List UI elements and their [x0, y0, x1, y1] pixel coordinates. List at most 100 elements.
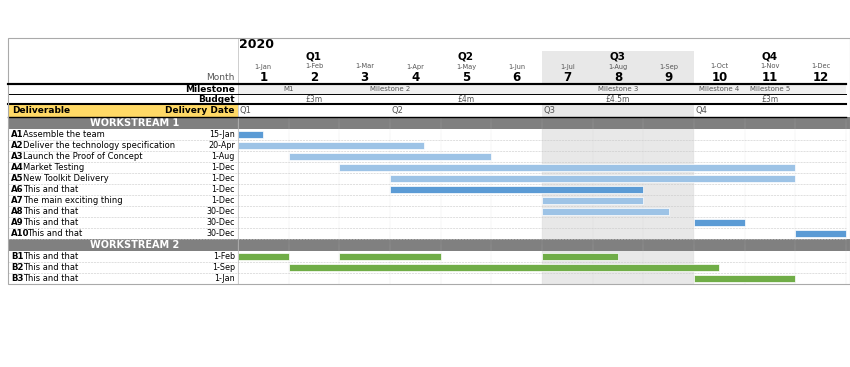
Text: 3: 3: [360, 71, 369, 84]
Bar: [238, 84, 846, 94]
Text: 30-Dec: 30-Dec: [207, 218, 235, 227]
Text: This and that: This and that: [23, 263, 78, 272]
Text: 1-Jul: 1-Jul: [560, 63, 575, 69]
Bar: [390, 186, 643, 193]
Text: Milestone 2: Milestone 2: [370, 86, 410, 92]
Text: A5: A5: [11, 174, 24, 183]
Text: 4: 4: [411, 71, 419, 84]
Text: This and that: This and that: [23, 252, 78, 261]
Bar: [542, 84, 694, 94]
Text: A4: A4: [11, 163, 24, 172]
Text: Milestone 5: Milestone 5: [750, 86, 791, 92]
Text: 8: 8: [614, 71, 622, 84]
Text: Milestone 4: Milestone 4: [700, 86, 740, 92]
Text: 1-Apr: 1-Apr: [406, 63, 424, 69]
Bar: [796, 230, 846, 237]
Text: Q3: Q3: [544, 106, 556, 115]
Text: A7: A7: [11, 196, 24, 205]
Text: 10: 10: [711, 71, 728, 84]
Text: A2: A2: [11, 141, 24, 150]
Text: 1-Dec: 1-Dec: [212, 196, 235, 205]
Text: B3: B3: [11, 274, 24, 283]
Text: Q1: Q1: [306, 51, 322, 62]
Text: Deliver the technology specification: Deliver the technology specification: [23, 141, 175, 150]
Text: Deliverable: Deliverable: [12, 106, 70, 115]
Text: A9: A9: [11, 218, 24, 227]
Text: Q3: Q3: [610, 51, 626, 62]
Bar: [8, 104, 238, 117]
Text: 1-Oct: 1-Oct: [711, 63, 728, 69]
Text: 1-Feb: 1-Feb: [212, 252, 235, 261]
Bar: [542, 94, 694, 104]
Text: 11: 11: [762, 71, 778, 84]
Bar: [390, 175, 796, 182]
Bar: [238, 142, 424, 149]
Text: 9: 9: [665, 71, 673, 84]
Text: 12: 12: [813, 71, 829, 84]
Text: The main exciting thing: The main exciting thing: [23, 196, 122, 205]
Text: Milestone: Milestone: [185, 84, 235, 94]
Bar: [339, 164, 796, 171]
Text: B2: B2: [11, 263, 24, 272]
Text: Milestone 3: Milestone 3: [598, 86, 638, 92]
Text: 1-Jan: 1-Jan: [214, 274, 235, 283]
Text: Q2: Q2: [458, 51, 474, 62]
Text: 30-Dec: 30-Dec: [207, 207, 235, 216]
Bar: [694, 219, 745, 226]
Text: Market Testing: Market Testing: [23, 163, 84, 172]
Text: 6: 6: [513, 71, 521, 84]
Text: 1-Nov: 1-Nov: [760, 63, 779, 69]
Text: 1: 1: [259, 71, 268, 84]
Text: Delivery Date: Delivery Date: [166, 106, 235, 115]
Bar: [8, 239, 850, 251]
Text: Q4: Q4: [696, 106, 708, 115]
Text: Budget: Budget: [198, 94, 235, 103]
Text: 15-Jan: 15-Jan: [209, 130, 235, 139]
Text: New Toolkit Delivery: New Toolkit Delivery: [23, 174, 109, 183]
Text: A10: A10: [11, 229, 30, 238]
Text: 2020: 2020: [239, 38, 274, 51]
Text: 1-Mar: 1-Mar: [355, 63, 374, 69]
Text: 1-Feb: 1-Feb: [305, 63, 323, 69]
Bar: [542, 208, 669, 215]
Text: 1-Sep: 1-Sep: [212, 263, 235, 272]
Text: M1: M1: [283, 86, 294, 92]
Text: £3m: £3m: [305, 94, 322, 103]
Bar: [542, 51, 694, 117]
Text: This and that: This and that: [23, 185, 78, 194]
Text: 1-Jan: 1-Jan: [255, 63, 272, 69]
Text: This and that: This and that: [23, 218, 78, 227]
Bar: [542, 117, 694, 284]
Text: A3: A3: [11, 152, 24, 161]
Bar: [339, 253, 440, 260]
Text: This and that: This and that: [23, 207, 78, 216]
Text: 1-Dec: 1-Dec: [212, 163, 235, 172]
Bar: [289, 153, 491, 160]
Text: £4m: £4m: [457, 94, 474, 103]
Text: Q4: Q4: [762, 51, 778, 62]
Text: Launch the Proof of Concept: Launch the Proof of Concept: [23, 152, 143, 161]
Text: £3m: £3m: [762, 94, 779, 103]
Text: Assemble the team: Assemble the team: [23, 130, 105, 139]
Bar: [8, 117, 850, 129]
Bar: [694, 275, 796, 282]
Bar: [542, 253, 618, 260]
Text: A8: A8: [11, 207, 24, 216]
Text: A6: A6: [11, 185, 24, 194]
Text: Month: Month: [207, 73, 235, 82]
Text: 1-May: 1-May: [456, 63, 476, 69]
Bar: [238, 131, 264, 138]
Text: B1: B1: [11, 252, 24, 261]
Text: 1-Aug: 1-Aug: [609, 63, 627, 69]
Text: WORKSTREAM 1: WORKSTREAM 1: [90, 118, 179, 128]
Bar: [542, 197, 643, 204]
Text: 30-Dec: 30-Dec: [207, 229, 235, 238]
Text: 1-Jun: 1-Jun: [508, 63, 525, 69]
Text: This and that: This and that: [23, 274, 78, 283]
Text: £4.5m: £4.5m: [606, 94, 630, 103]
Text: Q2: Q2: [392, 106, 404, 115]
Text: WORKSTREAM 2: WORKSTREAM 2: [90, 240, 179, 250]
Text: 20-Apr: 20-Apr: [208, 141, 235, 150]
Text: 1-Aug: 1-Aug: [212, 152, 235, 161]
Text: 5: 5: [462, 71, 470, 84]
